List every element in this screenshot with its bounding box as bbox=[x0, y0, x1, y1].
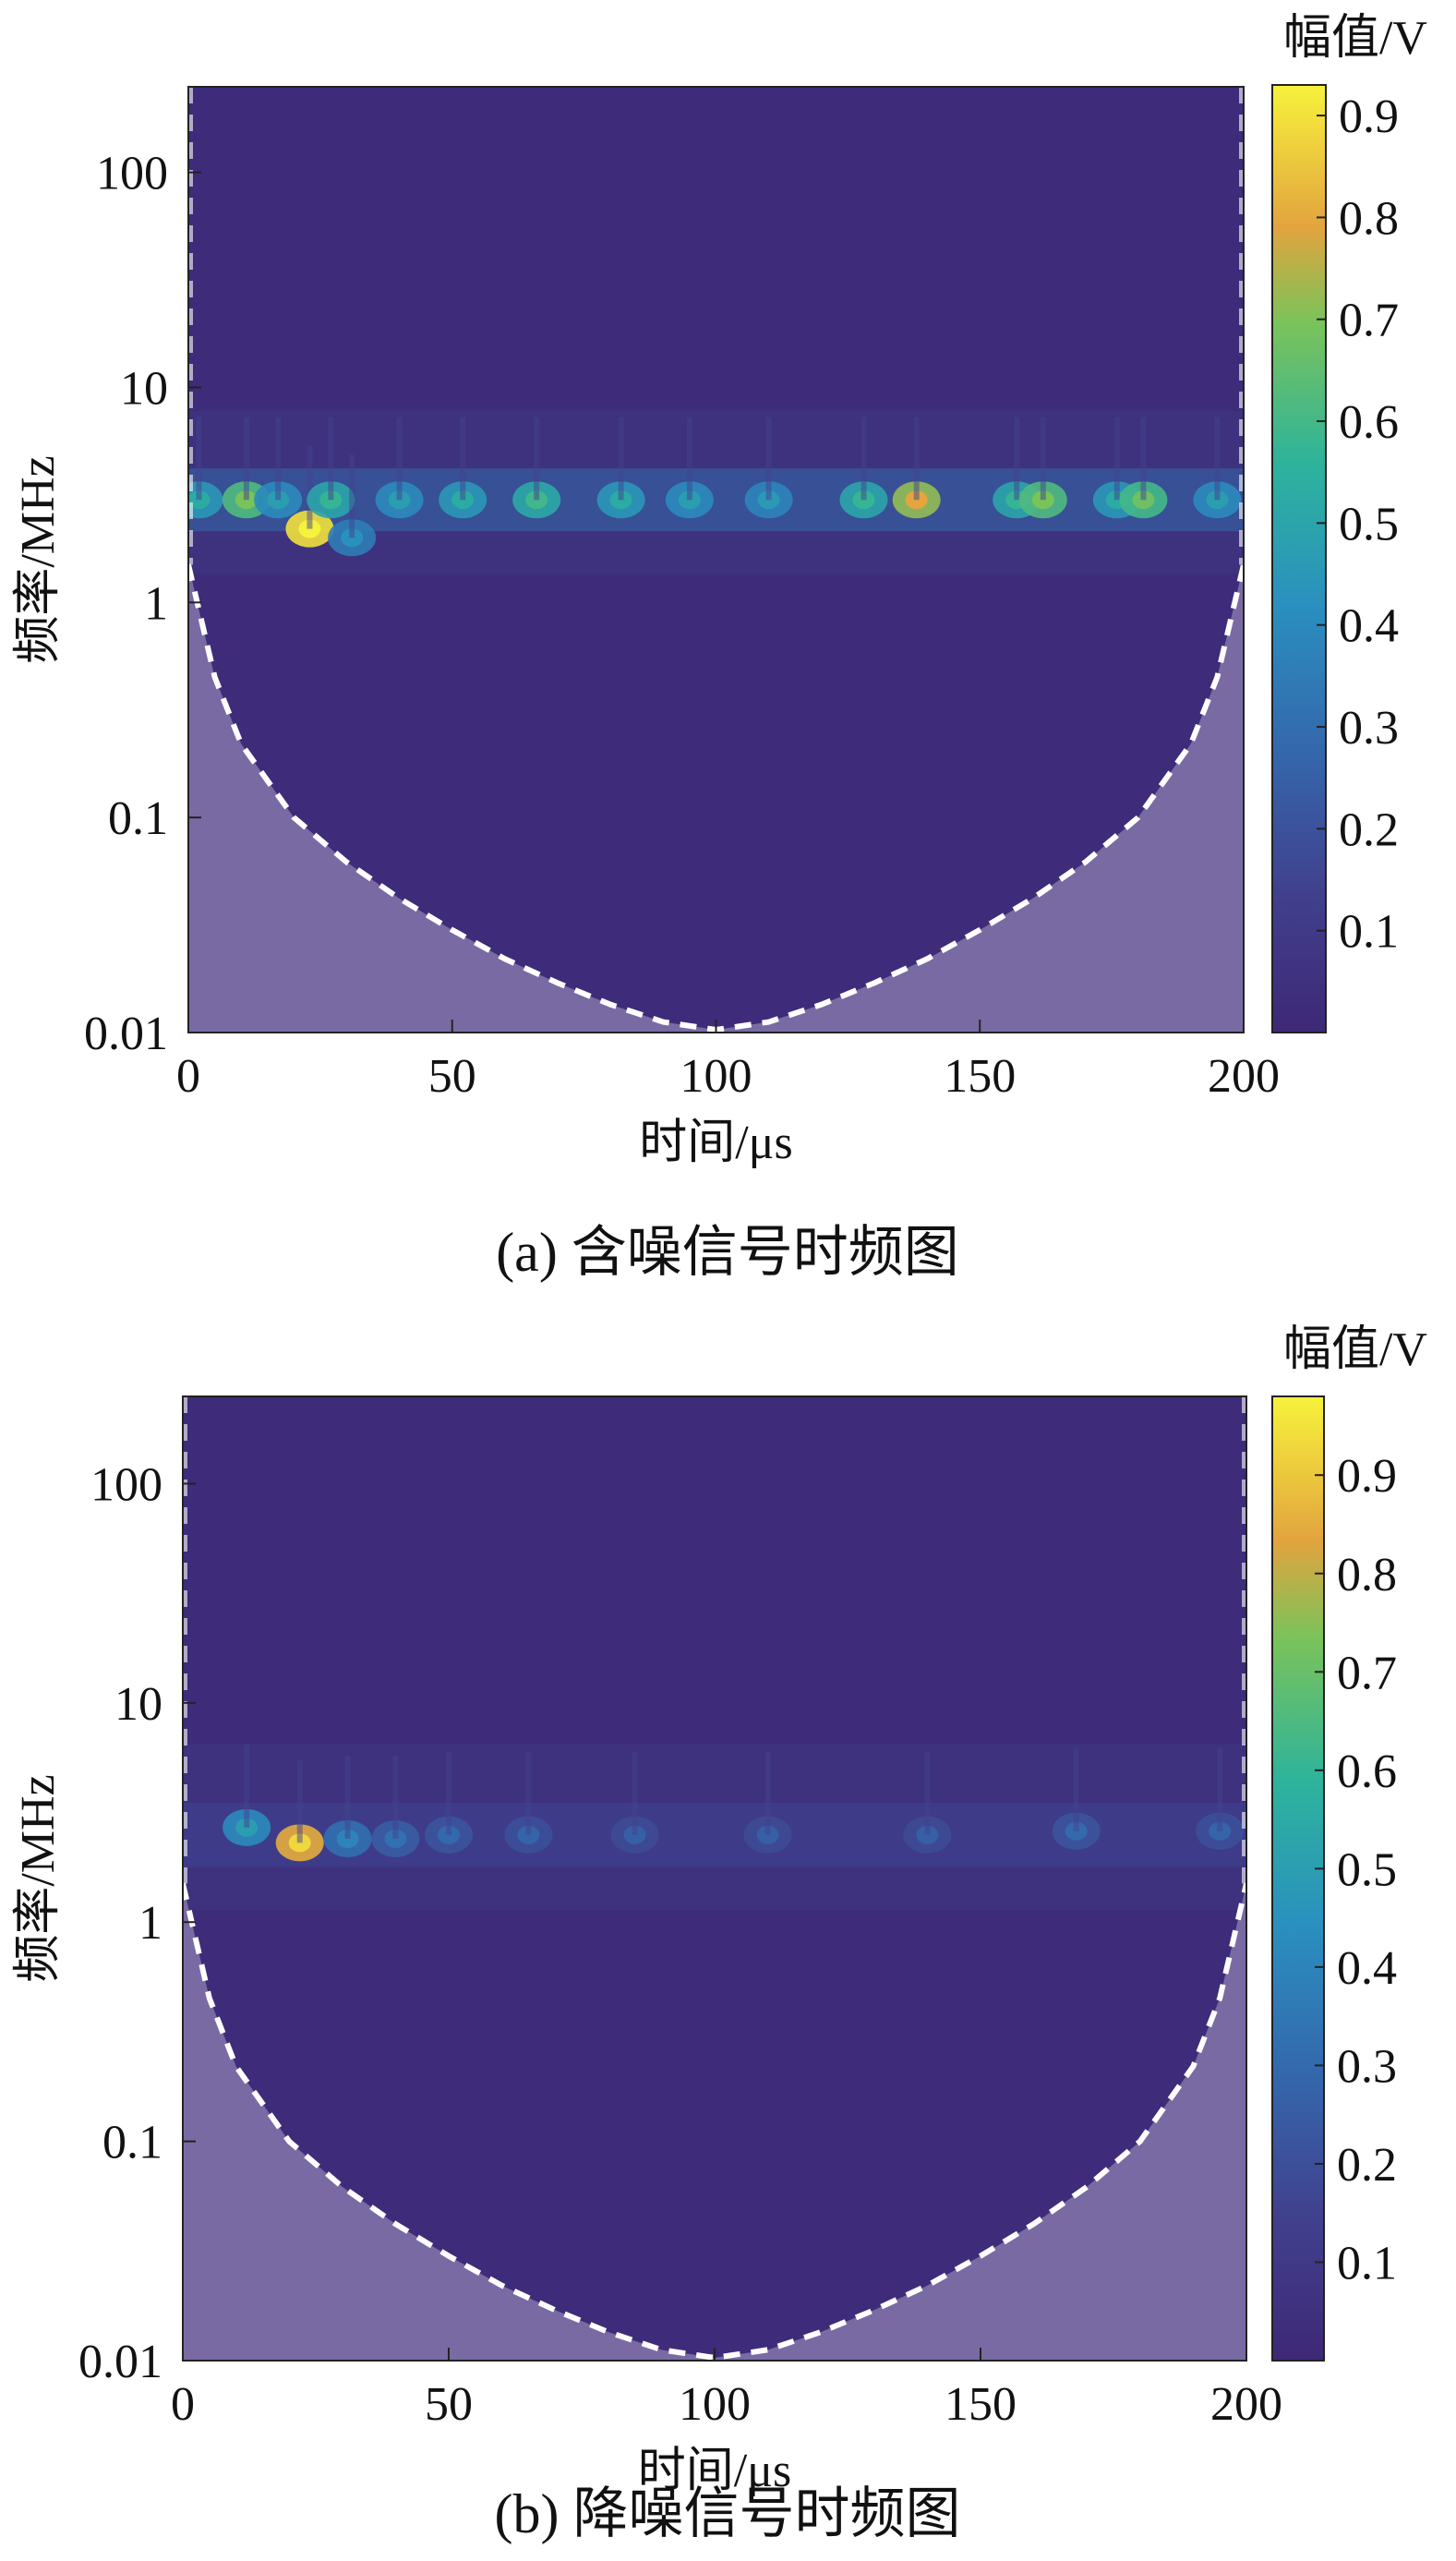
cone-of-influence-line bbox=[183, 1882, 1246, 2361]
y-tick-label: 10 bbox=[114, 1678, 162, 1731]
colorbar-tick-label: 0.2 bbox=[1337, 2139, 1397, 2192]
colorbar-tick-label: 0.4 bbox=[1339, 600, 1399, 653]
hotspot bbox=[439, 417, 487, 519]
x-tick-label: 200 bbox=[1208, 1050, 1280, 1103]
hotspot bbox=[665, 417, 714, 519]
hotspot bbox=[610, 1751, 659, 1854]
hotspot bbox=[223, 1744, 271, 1846]
hotspot bbox=[188, 417, 223, 519]
y-tick-label: 0.01 bbox=[78, 2336, 162, 2388]
colorbar-title: 幅值/V bbox=[1283, 1323, 1427, 1376]
colorbar-tick-label: 0.4 bbox=[1337, 1942, 1397, 1995]
y-tick-label: 1 bbox=[144, 577, 168, 630]
hotspot bbox=[743, 1751, 792, 1854]
y-axis-title: 频率/MHz bbox=[12, 1774, 65, 1982]
x-tick-label: 150 bbox=[944, 1050, 1016, 1103]
colorbar-tick-label: 0.1 bbox=[1337, 2237, 1397, 2289]
colorbar-tick-label: 0.3 bbox=[1337, 2040, 1397, 2093]
colorbar bbox=[1271, 84, 1327, 1033]
hotspot bbox=[425, 1751, 473, 1854]
x-tick-label: 100 bbox=[679, 2378, 751, 2431]
x-tick-label: 150 bbox=[945, 2378, 1017, 2431]
hotspot bbox=[839, 417, 888, 519]
x-axis-title: 时间/μs bbox=[639, 1117, 793, 1169]
colorbar-tick-label: 0.9 bbox=[1337, 1450, 1397, 1503]
hotspot bbox=[1119, 417, 1168, 519]
y-tick-label: 100 bbox=[90, 1458, 162, 1511]
colorbar-title: 幅值/V bbox=[1283, 12, 1427, 65]
hotspot bbox=[254, 417, 303, 519]
y-tick-label: 0.1 bbox=[108, 792, 168, 845]
hotspot bbox=[744, 417, 793, 519]
hotspot bbox=[371, 1755, 420, 1857]
colorbar-tick-label: 0.5 bbox=[1337, 1843, 1397, 1896]
x-tick-label: 0 bbox=[176, 1050, 200, 1103]
x-tick-label: 200 bbox=[1210, 2378, 1282, 2431]
colorbar-tick-label: 0.3 bbox=[1339, 702, 1399, 755]
y-tick-label: 1 bbox=[138, 1897, 162, 1950]
hotspot bbox=[375, 417, 424, 519]
x-tick-label: 0 bbox=[171, 2378, 195, 2431]
figure-caption: (b) 降噪信号时频图 bbox=[495, 2483, 961, 2544]
x-tick-label: 50 bbox=[425, 2378, 473, 2431]
colorbar-tick-label: 0.9 bbox=[1339, 91, 1399, 143]
cone-of-influence-shade bbox=[183, 1883, 1246, 2361]
hotspot bbox=[512, 417, 561, 519]
y-tick-label: 100 bbox=[96, 148, 168, 200]
colorbar-tick-label: 0.5 bbox=[1339, 498, 1399, 550]
hotspot bbox=[328, 454, 377, 557]
energy-band bbox=[188, 468, 1244, 532]
hotspot bbox=[596, 417, 645, 519]
colorbar-tick-label: 0.8 bbox=[1337, 1549, 1397, 1601]
hotspot bbox=[275, 1759, 324, 1862]
chart-panel-a: 0 50 100 150 200 0.01 0.1 1 10 100 时间/μs 频率/MHz 0.1 0… bbox=[12, 12, 1427, 1283]
colorbar-tick-label: 0.7 bbox=[1339, 295, 1399, 347]
colorbar-tick-label: 0.6 bbox=[1339, 396, 1399, 449]
hotspot bbox=[1052, 1747, 1101, 1850]
hotspot bbox=[285, 445, 334, 548]
hotspot bbox=[323, 1755, 372, 1857]
hotspot bbox=[1193, 417, 1242, 519]
hotspot bbox=[307, 417, 355, 519]
x-tick-label: 50 bbox=[428, 1050, 476, 1103]
colorbar-tick-label: 0.1 bbox=[1339, 906, 1399, 959]
x-tick-label: 100 bbox=[680, 1050, 752, 1103]
colorbar-tick-label: 0.7 bbox=[1337, 1647, 1397, 1699]
colorbar bbox=[1271, 1395, 1325, 2362]
hotspot bbox=[504, 1751, 553, 1854]
figure-caption: (a) 含噪信号时频图 bbox=[496, 1222, 959, 1283]
y-axis-title: 频率/MHz bbox=[12, 455, 65, 663]
y-tick-label: 0.1 bbox=[102, 2117, 162, 2169]
y-tick-label: 10 bbox=[120, 362, 168, 415]
hotspot bbox=[892, 417, 941, 519]
x-axis-title: 时间/μs bbox=[638, 2445, 792, 2497]
hotspot bbox=[1196, 1747, 1245, 1850]
y-tick-label: 0.01 bbox=[84, 1008, 168, 1060]
cone-of-influence-shade bbox=[188, 564, 1244, 1033]
colorbar-tick-label: 0.2 bbox=[1339, 803, 1399, 856]
hotspot bbox=[903, 1751, 952, 1854]
chart-panel-b: 0 50 100 150 200 0.01 0.1 1 10 100 时间/μs 频率/MHz 0.1 0… bbox=[12, 1323, 1427, 2544]
colorbar-tick-label: 0.6 bbox=[1337, 1746, 1397, 1798]
colorbar-tick-label: 0.8 bbox=[1339, 192, 1399, 245]
hotspot bbox=[1018, 417, 1067, 519]
